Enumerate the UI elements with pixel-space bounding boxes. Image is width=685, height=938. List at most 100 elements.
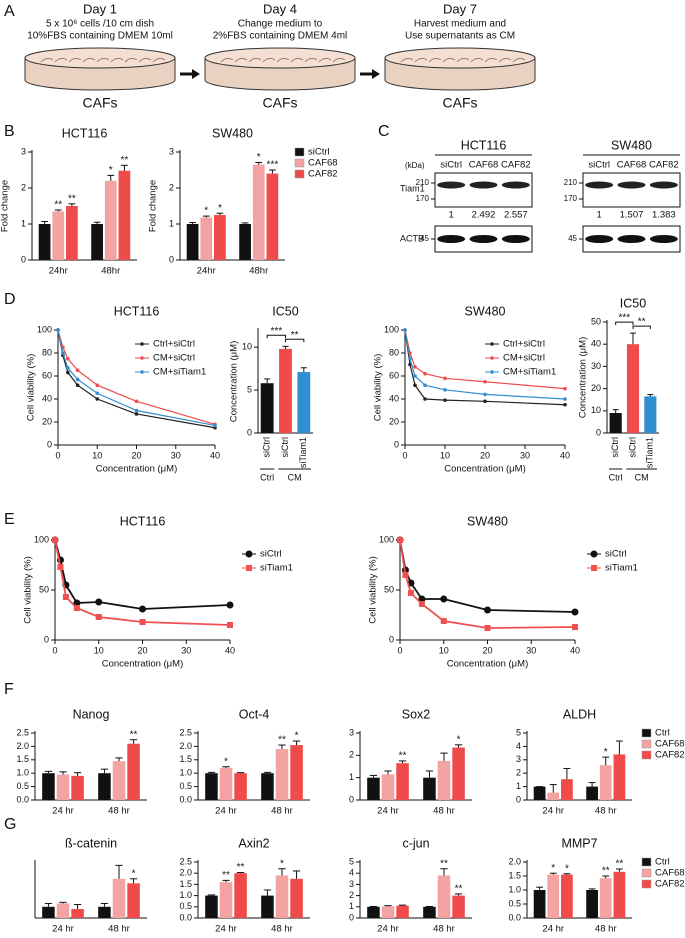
point — [61, 351, 65, 355]
dish-cells — [68, 57, 82, 63]
x-tick-label: 30 — [181, 645, 191, 655]
x-tick-label: 40 — [570, 645, 580, 655]
y-tick-label: 20 — [389, 416, 399, 426]
significance-label: ** — [399, 751, 407, 762]
point — [563, 402, 567, 407]
lane-label: CAF68 — [469, 160, 499, 171]
chart-title: Nanog — [73, 707, 110, 721]
significance-label: * — [218, 203, 222, 214]
bar — [599, 765, 612, 800]
y-tick-label: 40 — [42, 393, 52, 403]
dish-cells — [484, 57, 498, 63]
bar — [214, 215, 226, 260]
x-tick-label: 24 hr — [377, 924, 399, 935]
dish-top — [24, 47, 176, 69]
y-tick-label: 10 — [242, 342, 252, 352]
legend-label: Ctrl+siCtrl — [503, 339, 545, 350]
bar — [186, 224, 199, 260]
bar — [205, 895, 218, 918]
point — [484, 606, 491, 614]
y-tick-label: 1.5 — [179, 754, 192, 764]
bar — [381, 906, 395, 918]
lane-label: CAF68 — [617, 160, 647, 171]
x-tick-label: 24 hr — [52, 806, 74, 817]
dish-cells — [304, 57, 318, 63]
blot-band — [649, 181, 678, 189]
y-tick-label: 0.0 — [508, 912, 521, 922]
y-tick-label: 50 — [39, 584, 49, 594]
legend-marker — [591, 565, 597, 571]
significance-label: ** — [440, 858, 448, 869]
x-tick-label: siCtrl — [280, 437, 290, 458]
legend-swatch — [641, 728, 652, 738]
point — [75, 377, 80, 382]
y-tick-label: 1.0 — [508, 884, 521, 894]
x-tick-label: 0 — [402, 450, 407, 460]
legend-label: Ctrl — [655, 857, 670, 868]
point — [443, 388, 447, 392]
panel-letter: D — [4, 291, 16, 308]
chart-title: Sox2 — [402, 707, 431, 721]
legend-label: Ctrl — [655, 728, 670, 739]
legend-marker — [490, 342, 494, 346]
blot-band — [585, 181, 614, 189]
series-line — [399, 539, 576, 629]
panel-letter: E — [4, 511, 15, 528]
legend-marker — [490, 356, 494, 360]
arrow-head — [192, 69, 200, 79]
y-tick-label: 0.0 — [16, 794, 29, 804]
y-tick-label: 50 — [384, 584, 394, 594]
bar — [367, 777, 380, 800]
step-text: Use supernatants as CM — [405, 31, 515, 42]
dish-cells — [220, 57, 234, 63]
x-tick-label: 24hr — [49, 266, 68, 277]
y-axis-label: Concentration (μM) — [229, 341, 240, 423]
y-tick-label: 20 — [42, 416, 52, 426]
point — [75, 368, 80, 373]
x-tick-label: 48 hr — [271, 806, 293, 817]
blot-unit: (kDa) — [405, 161, 425, 170]
chart-title: c-jun — [402, 836, 429, 850]
point — [56, 328, 60, 332]
point — [413, 365, 417, 369]
bar — [613, 871, 626, 918]
point — [134, 412, 139, 416]
bar — [452, 895, 465, 918]
series-line — [54, 539, 231, 610]
bar — [234, 773, 247, 800]
y-axis-label: Concentration (μM) — [578, 337, 589, 419]
dish-cells — [54, 57, 68, 63]
point — [563, 397, 567, 401]
legend-label: CM+siCtrl — [503, 353, 545, 364]
legend-label: CAF68 — [655, 868, 685, 879]
point — [134, 408, 139, 413]
chart-title: Oct-4 — [239, 707, 270, 721]
blot-band — [649, 235, 678, 243]
y-tick-label: 0 — [247, 427, 252, 437]
point — [95, 598, 103, 606]
dish-cells — [40, 57, 54, 63]
step-text: Change medium to — [238, 19, 323, 30]
significance-label: ** — [638, 317, 646, 328]
point — [408, 356, 412, 361]
bar — [547, 792, 560, 800]
point — [134, 399, 139, 404]
blot-band — [501, 235, 530, 243]
panel-letter: G — [4, 816, 16, 833]
bar — [42, 773, 55, 800]
y-tick-label: 1.5 — [16, 754, 29, 764]
legend-marker — [245, 550, 253, 558]
significance-label: * — [132, 868, 136, 879]
y-tick-label: 1 — [516, 781, 521, 791]
chart-title: SW480 — [212, 126, 253, 140]
quantification: 1 — [597, 210, 602, 221]
point — [95, 397, 100, 401]
x-tick-label: 20 — [480, 450, 490, 460]
bar — [423, 777, 436, 800]
x-tick-label: siTiam1 — [645, 437, 655, 468]
x-tick-label: 48 hr — [595, 806, 617, 817]
lane-label: CAF82 — [649, 160, 679, 171]
bar — [279, 348, 292, 433]
dish-cells — [414, 57, 428, 63]
